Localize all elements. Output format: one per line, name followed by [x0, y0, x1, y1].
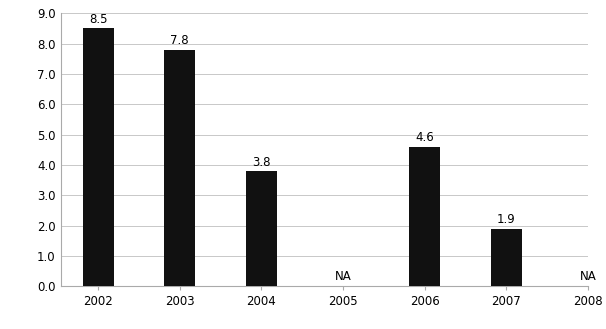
Text: 4.6: 4.6 [415, 131, 434, 144]
Text: 3.8: 3.8 [252, 156, 270, 168]
Text: NA: NA [579, 269, 596, 283]
Bar [409, 147, 440, 286]
Text: 8.5: 8.5 [89, 13, 107, 26]
Text: 7.8: 7.8 [170, 34, 189, 47]
Bar [82, 28, 113, 286]
Bar [164, 50, 195, 286]
Bar [246, 171, 277, 286]
Text: NA: NA [335, 269, 351, 283]
Bar [491, 229, 522, 286]
Text: 1.9: 1.9 [497, 213, 516, 226]
